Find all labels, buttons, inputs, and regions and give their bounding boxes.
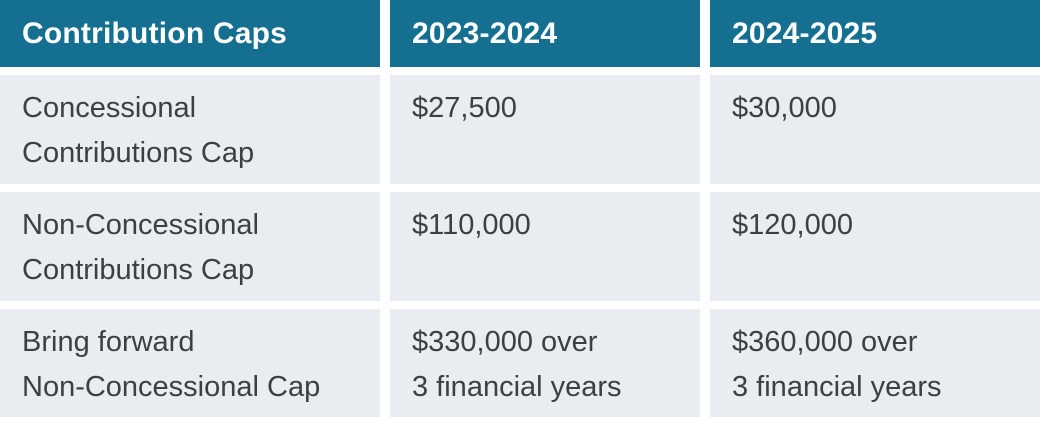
header-cell-contribution-caps: Contribution Caps xyxy=(0,0,380,67)
row-label-bring-forward-cap: Bring forward Non-Concessional Cap xyxy=(0,309,380,417)
concessional-cap-2023-2024-value: $27,500 xyxy=(390,75,700,184)
concessional-cap-2024-2025-value: $30,000 xyxy=(710,75,1040,184)
row-label-concessional-cap: Concessional Contributions Cap xyxy=(0,75,380,184)
header-cell-2024-2025: 2024-2025 xyxy=(710,0,1040,67)
bring-forward-cap-2024-2025-value: $360,000 over 3 financial years xyxy=(710,309,1040,417)
bring-forward-cap-2023-2024-value: $330,000 over 3 financial years xyxy=(390,309,700,417)
non-concessional-cap-2024-2025-value: $120,000 xyxy=(710,192,1040,301)
row-label-non-concessional-cap: Non-Concessional Contributions Cap xyxy=(0,192,380,301)
non-concessional-cap-2023-2024-value: $110,000 xyxy=(390,192,700,301)
header-cell-2023-2024: 2023-2024 xyxy=(390,0,700,67)
